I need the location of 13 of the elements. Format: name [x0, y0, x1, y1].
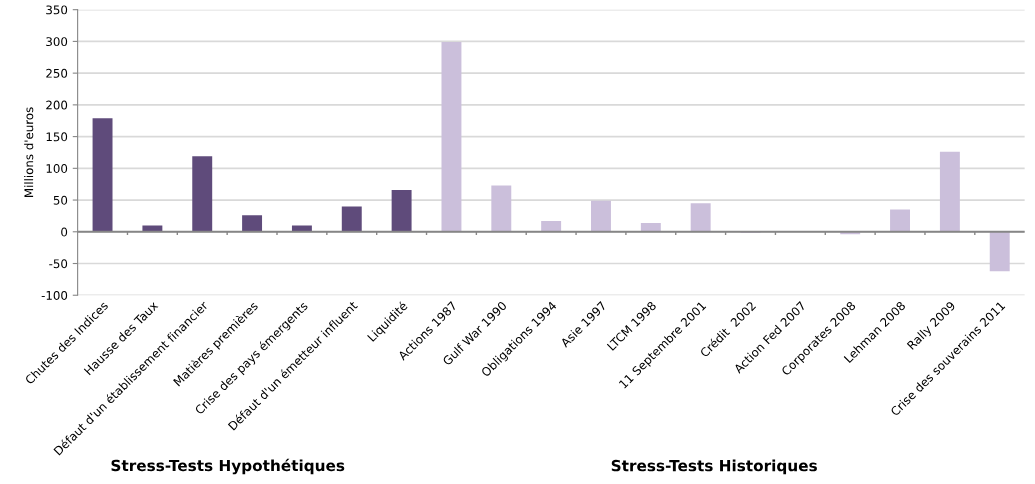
- y-tick-label: -100: [41, 290, 68, 300]
- y-tick-label: 350: [46, 5, 68, 15]
- y-tick-label: 150: [46, 132, 68, 142]
- y-tick-label: -50: [49, 259, 68, 269]
- y-tick-label: 200: [46, 100, 68, 110]
- text: Stress-Tests Hypothétiques: [111, 458, 345, 475]
- y-tick-label: 50: [53, 195, 68, 205]
- y-tick-label: 100: [46, 164, 68, 173]
- y-tick-label: 300: [46, 37, 68, 47]
- y-axis-title: Millions d'euros: [24, 107, 34, 197]
- y-tick-label: 250: [46, 68, 68, 78]
- y-tick-label: 0: [61, 227, 68, 237]
- text: Stress-Tests Historiques: [611, 459, 817, 475]
